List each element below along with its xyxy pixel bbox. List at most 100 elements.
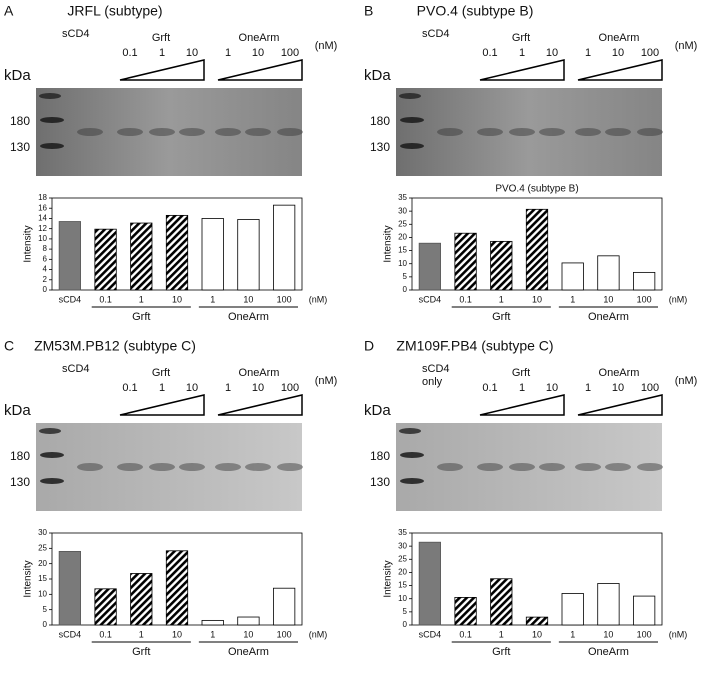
lane-label: sCD4 [62,363,90,375]
lane-label-box: sCD4 [62,363,90,375]
concentration: 1 [225,47,231,59]
y-tick-label: 2 [43,275,48,284]
gradient-triangle [479,59,565,81]
bar [490,578,513,626]
gel-band [539,463,565,471]
gel-band [117,128,143,136]
y-tick-label: 5 [43,605,48,614]
concentration: 1 [585,47,591,59]
lane-label: sCD4 only [422,363,450,388]
panel-letter: D [364,338,374,354]
concentration: 10 [612,382,624,394]
y-tick-label: 35 [398,528,407,537]
panel: A JRFL (subtype) sCD4 Grft 0.1 1 10 OneArm 1 10 10… [4,3,337,176]
x-tick-label: 1 [210,294,215,304]
mw-marker: 180 [10,114,30,128]
panel-title: JRFL (subtype) [67,3,162,19]
x-tick-label: 10 [532,629,542,639]
y-axis-label: Intensity [23,225,34,262]
group-label: Grft [132,311,150,323]
ladder-band [400,452,424,458]
y-tick-label: 25 [38,543,47,552]
bar [525,616,549,626]
panel-letter: A [4,3,14,19]
bar [273,204,296,291]
group-name: OneArm [599,367,640,379]
gradient-triangle [217,394,303,416]
y-tick-label: 15 [38,574,47,583]
y-tick-label: 0 [403,620,408,629]
gel-image [396,88,662,176]
x-tick-label: 100 [277,629,292,639]
concentration: 1 [585,382,591,394]
concentration: 100 [641,382,659,394]
y-tick-label: 18 [38,193,47,202]
bar [94,588,117,626]
panel-title: ZM109F.PB4 (subtype C) [396,338,553,354]
group-name: OneArm [239,367,280,379]
gel-band [215,463,241,471]
concentration: 0.1 [482,382,497,394]
bar-chart: PVO.4 (subtype B) 0 5 10 15 20 25 30 35 Intensity… [383,184,688,323]
lane-label-box: sCD4 [422,28,450,40]
bar [525,208,549,291]
gel-band [637,128,663,136]
concentration: 0.1 [122,382,137,394]
y-axis-label: Intensity [23,560,34,597]
concentration: 10 [252,47,264,59]
x-unit-label: (nM) [309,294,328,304]
gradient-triangle [577,59,663,81]
concentration: 1 [159,47,165,59]
gel-band [575,463,601,471]
ladder-band [39,428,61,434]
bar [418,541,441,626]
y-tick-label: 25 [398,219,407,228]
gel-band [179,128,205,136]
x-tick-label: 10 [172,629,182,639]
y-tick-label: 5 [403,272,408,281]
concentration: 1 [519,382,525,394]
gel-image [36,88,302,176]
mw-label: kDa [4,402,31,419]
x-tick-label: 0.1 [459,629,472,639]
gel-band [149,463,175,471]
bar [633,271,656,291]
x-tick-label: 100 [637,294,652,304]
bar-chart: 0 5 10 15 20 25 30 35 Intensity sCD4 0.1 1 10 1 10 100 (… [383,528,688,658]
y-tick-label: 8 [43,244,48,253]
chart-title: PVO.4 (subtype B) [495,184,578,195]
concentration: 100 [281,382,299,394]
concentration: 100 [281,47,299,59]
bar [201,619,224,626]
x-tick-label: 10 [243,294,253,304]
group-label: Grft [492,311,510,323]
x-tick-label: 1 [570,629,575,639]
ladder-band [39,93,61,99]
x-tick-label: 0.1 [99,294,112,304]
y-tick-label: 15 [398,246,407,255]
group-label: Grft [492,646,510,658]
gradient-triangle [119,59,205,81]
y-tick-label: 5 [403,607,408,616]
x-tick-label: 10 [603,629,613,639]
y-tick-label: 30 [38,528,47,537]
bar [597,583,620,626]
concentration: 10 [612,47,624,59]
gel-band [477,463,503,471]
lane-label: sCD4 [62,28,90,40]
lane-label-box: sCD4 [62,28,90,40]
concentration: 10 [252,382,264,394]
y-tick-label: 0 [43,285,48,294]
bar [454,232,477,291]
x-tick-label: 10 [532,294,542,304]
gel-band [539,128,565,136]
gel-band [605,128,631,136]
panel: B PVO.4 (subtype B) sCD4 Grft 0.1 1 10 OneArm 1 1… [364,3,697,176]
concentration: 10 [546,382,558,394]
bar [237,616,260,626]
gel-band [437,128,463,136]
y-tick-label: 15 [398,581,407,590]
concentration: 0.1 [122,47,137,59]
ladder-band [40,117,64,123]
